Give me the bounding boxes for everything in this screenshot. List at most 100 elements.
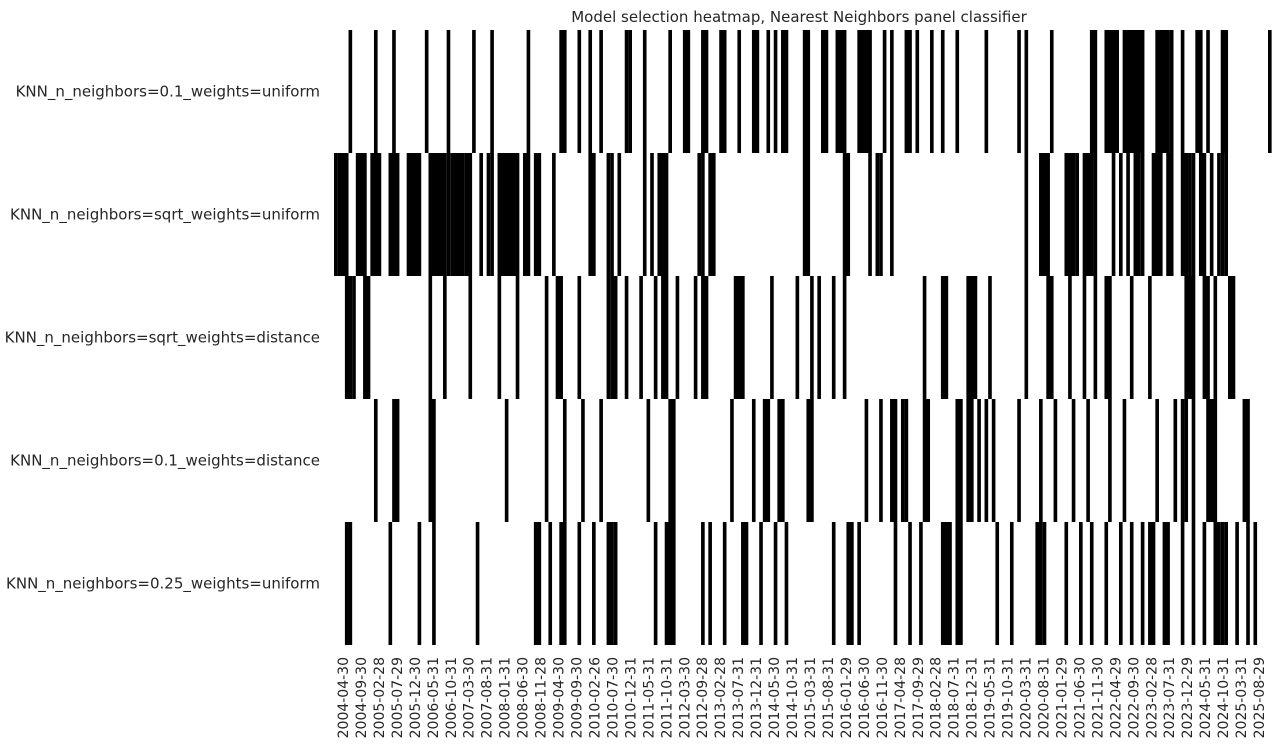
heatmap-cell [984, 30, 989, 153]
heatmap-cell [406, 153, 422, 276]
heatmap-cell [613, 522, 618, 645]
x-tick-label: 2021-11-30 [1090, 657, 1106, 738]
heatmap-cell [344, 276, 353, 399]
heatmap-cell [1129, 522, 1134, 645]
heatmap-cell [348, 522, 353, 645]
heatmap-cell [940, 522, 952, 645]
heatmap-cell [581, 399, 585, 522]
heatmap-cell [777, 399, 785, 522]
x-tick-label: 2010-02-26 [587, 657, 603, 738]
heatmap-cell [1122, 399, 1127, 522]
heatmap-cell [1017, 30, 1021, 153]
heatmap-row [373, 399, 1250, 522]
x-tick-label: 2017-09-29 [911, 657, 927, 738]
heatmap-cell [1089, 30, 1098, 153]
heatmap-cell [955, 522, 963, 645]
heatmap-cell [1119, 522, 1123, 645]
heatmap-cell [1202, 522, 1207, 645]
x-tick-label: 2016-01-29 [839, 657, 855, 738]
x-tick-label: 2014-10-31 [785, 657, 801, 738]
heatmap-cell [428, 153, 447, 276]
heatmap-cell [1140, 522, 1145, 645]
heatmap-cell [940, 30, 945, 153]
heatmap-cell [1224, 153, 1229, 276]
heatmap-cell [1173, 399, 1178, 522]
heatmap-cell [610, 153, 614, 276]
heatmap-cell [599, 30, 603, 153]
heatmap-cell [1180, 30, 1185, 153]
heatmap-cell [1180, 522, 1185, 645]
heatmap-cell [548, 522, 553, 645]
x-tick-label: 2005-12-30 [408, 657, 424, 738]
x-tick-label: 2016-11-30 [875, 657, 891, 738]
heatmap-cell [479, 153, 483, 276]
heatmap-cell [373, 399, 378, 522]
heatmap-cell [1155, 30, 1170, 153]
x-tick-label: 2014-05-30 [767, 657, 783, 738]
x-tick-label: 2013-12-31 [749, 657, 765, 738]
heatmap-cell [1191, 522, 1196, 645]
x-tick-label: 2022-09-30 [1126, 657, 1142, 738]
x-tick-label: 2025-08-29 [1252, 657, 1268, 738]
heatmap-cell [490, 30, 494, 153]
heatmap-cell [1220, 30, 1229, 153]
heatmap-cell [977, 399, 981, 522]
heatmap-cell [1049, 30, 1054, 153]
heatmap-cell [1148, 276, 1152, 399]
heatmap-cell [1017, 399, 1021, 522]
heatmap-cell [719, 30, 727, 153]
heatmap-cell [802, 153, 811, 276]
heatmap-cell [1104, 276, 1112, 399]
heatmap-cell [904, 399, 909, 522]
heatmap-cell [1224, 522, 1229, 645]
heatmap-cell [831, 276, 836, 399]
heatmap-cell [1024, 30, 1029, 153]
heatmap-cell [1119, 153, 1123, 276]
heatmap-cell [1086, 399, 1090, 522]
x-tick-label: 2018-12-31 [965, 657, 981, 738]
heatmap-cell [653, 276, 658, 399]
heatmap-cell [682, 30, 691, 153]
heatmap-cell [708, 522, 712, 645]
heatmap-rows [334, 30, 1272, 645]
heatmap-cell [1071, 399, 1076, 522]
heatmap-cell [497, 276, 502, 399]
heatmap-cell [759, 522, 763, 645]
heatmap-cell [559, 522, 567, 645]
y-tick-label: KNN_n_neighbors=0.1_weights=distance [10, 452, 320, 471]
heatmap-cell [1104, 30, 1119, 153]
heatmap-cell [1213, 522, 1221, 645]
heatmap-cell [639, 276, 643, 399]
heatmap-cell [370, 153, 382, 276]
heatmap-cell [1180, 399, 1185, 522]
heatmap-cell [392, 399, 400, 522]
heatmap-cell [610, 276, 618, 399]
x-tick-label: 2010-12-31 [623, 657, 639, 738]
heatmap-cell [781, 30, 789, 153]
x-tick-label: 2017-04-28 [893, 657, 909, 738]
heatmap-cell [1184, 399, 1189, 522]
heatmap-cell [661, 276, 669, 399]
x-tick-label: 2019-10-31 [1001, 657, 1017, 738]
x-tick-label: 2013-07-31 [731, 657, 747, 738]
heatmap-cell [701, 153, 705, 276]
heatmap-cell [1228, 276, 1236, 399]
heatmap-cell [1162, 522, 1170, 645]
heatmap-cell [784, 522, 789, 645]
heatmap-cell [1035, 522, 1043, 645]
x-tick-label: 2024-05-31 [1198, 657, 1214, 738]
heatmap-cell [1039, 399, 1043, 522]
heatmap-cell [552, 153, 556, 276]
heatmap-cell [388, 153, 400, 276]
heatmap-cell [1169, 30, 1174, 153]
heatmap-cell [588, 153, 596, 276]
heatmap-cell [969, 399, 974, 522]
heatmap-cell [773, 522, 778, 645]
heatmap-cell [893, 522, 898, 645]
heatmap-cell [1195, 30, 1203, 153]
heatmap-cell [490, 153, 494, 276]
x-tick-label: 2009-09-30 [570, 657, 586, 738]
heatmap-cell [915, 30, 920, 153]
x-tick-label: 2008-11-28 [534, 657, 550, 738]
heatmap-cell [472, 30, 476, 153]
